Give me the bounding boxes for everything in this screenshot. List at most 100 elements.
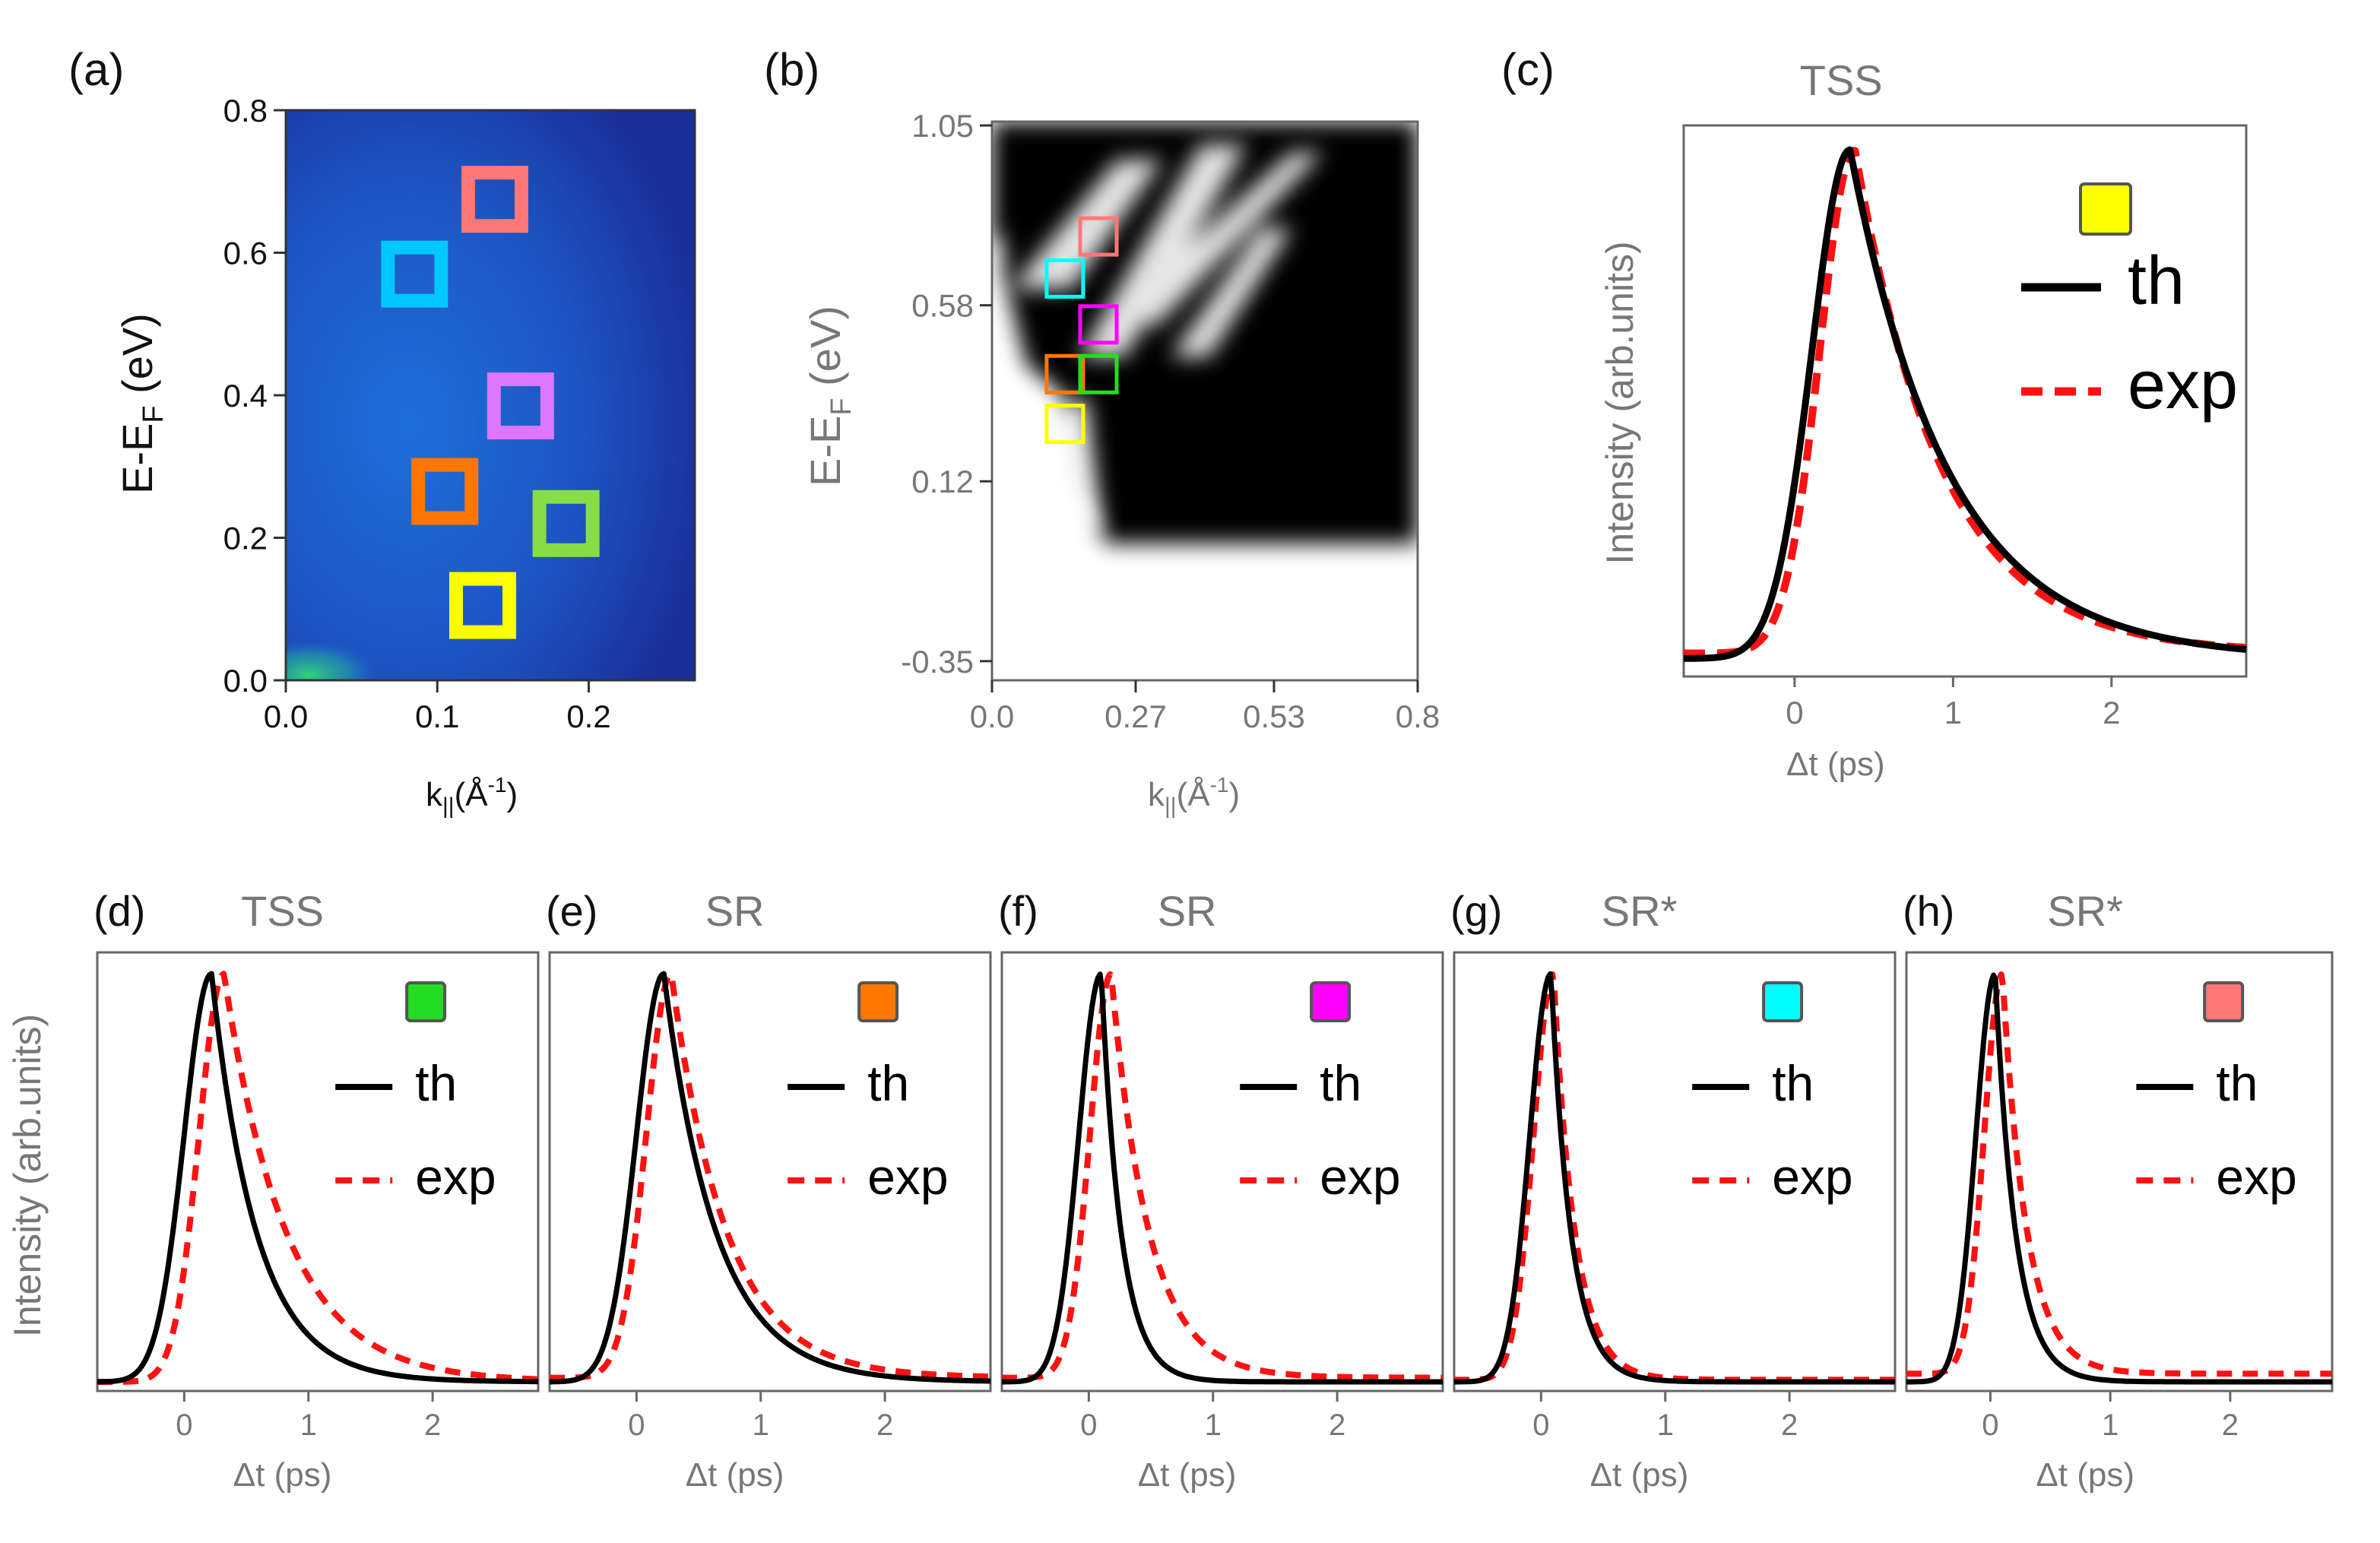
panel-title-c: TSS <box>1800 56 1883 104</box>
legend-exp-label: exp <box>2128 347 2238 423</box>
panel-title-h: SR* <box>2047 887 2123 935</box>
legend-exp-label: exp <box>415 1149 496 1205</box>
marker-cyan <box>1044 258 1085 299</box>
panel-label-d: (d) <box>93 887 145 935</box>
legend-exp-label: exp <box>1320 1149 1400 1205</box>
panel-h: (h) SR* 0 1 2 Δt (ps) th exp <box>1903 887 2334 1494</box>
panel-title-e: SR <box>705 887 765 935</box>
plot-frame-d <box>96 951 540 1393</box>
panel-f: (f) SR 0 1 2 Δt (ps) th exp <box>998 887 1444 1494</box>
marker-pink <box>461 166 528 233</box>
legend-th-label: th <box>2216 1055 2258 1111</box>
xtick-label: 2 <box>1781 1408 1798 1442</box>
xlabel-f: Δt (ps) <box>1138 1456 1237 1494</box>
panel-label-a: (a) <box>68 44 124 95</box>
xlabel-e: Δt (ps) <box>686 1456 784 1494</box>
legend-exp-label: exp <box>1772 1149 1852 1205</box>
xlabel-a: k||(Å-1) <box>426 773 518 819</box>
marker-green <box>1078 353 1119 394</box>
xtick-label: 0.27 <box>1104 699 1167 734</box>
panel-title-g: SR* <box>1602 887 1678 935</box>
xtick-label: 0.2 <box>566 699 610 734</box>
xtick-label: 1 <box>2102 1408 2119 1442</box>
plot-frame-b <box>990 120 1419 682</box>
marker-teal <box>381 240 448 308</box>
series-exp-h <box>1905 971 2334 1377</box>
legend-swatch-yellow <box>2079 182 2132 236</box>
plot-frame-h <box>1905 951 2334 1393</box>
xtick-label: 1 <box>1205 1408 1222 1442</box>
series-th-c <box>1682 146 2248 662</box>
marker-yellow <box>1044 404 1085 445</box>
ytick-label: 0.58 <box>911 288 974 324</box>
ytick-label: 0.2 <box>223 521 268 556</box>
panel-label-g: (g) <box>1450 887 1502 935</box>
xtick-label: 1 <box>1657 1408 1674 1442</box>
legend-swatch-magenta <box>1310 981 1352 1022</box>
legend-th-label: th <box>2128 243 2185 319</box>
panel-label-f: (f) <box>998 887 1038 935</box>
marker-violet <box>486 372 554 440</box>
plot-frame-g <box>1453 951 1897 1393</box>
xtick-label: 0 <box>1982 1408 1998 1442</box>
xtick-label: 0.1 <box>415 699 459 734</box>
panel-title-d: TSS <box>241 887 324 935</box>
xtick-label: 2 <box>2222 1408 2239 1442</box>
xtick-label: 2 <box>2103 695 2120 730</box>
marker-magenta <box>1078 304 1119 345</box>
xtick-label: 0 <box>176 1408 192 1442</box>
ytick-label: 1.05 <box>911 108 974 144</box>
xtick-label: 2 <box>424 1408 441 1442</box>
xtick-label: 0.0 <box>970 699 1014 734</box>
ytick-label: 0.0 <box>223 663 268 699</box>
series-th-d <box>97 971 539 1385</box>
series-exp-e <box>548 971 992 1381</box>
heatmap-b <box>992 122 1418 680</box>
panel-title-f: SR <box>1158 887 1217 935</box>
xtick-label: 1 <box>753 1408 769 1442</box>
series-th-h <box>1906 972 2333 1385</box>
panel-d: (d) TSS 0 1 2 Δt (ps) Intensity (arb.units) th e… <box>6 887 540 1494</box>
series-th-f <box>1001 971 1444 1385</box>
xtick-label: 0 <box>1786 695 1803 730</box>
series-exp-f <box>1000 971 1444 1381</box>
xlabel-c: Δt (ps) <box>1786 746 1885 783</box>
series-exp-c <box>1682 147 2248 657</box>
xtick-label: 0.8 <box>1396 699 1440 734</box>
xtick-label: 0 <box>1080 1408 1097 1442</box>
xlabel-h: Δt (ps) <box>2036 1456 2134 1494</box>
panel-c: (c) TSS 0 1 2 Δt (ps) Intensity (arb.units) th e… <box>1501 44 2248 783</box>
xtick-label: 2 <box>1329 1408 1345 1442</box>
xtick-label: 1 <box>300 1408 317 1442</box>
panel-e: (e) SR 0 1 2 Δt (ps) th exp <box>546 887 992 1494</box>
xtick-label: 0 <box>1532 1408 1549 1442</box>
panel-label-h: (h) <box>1903 887 1954 935</box>
panel-label-e: (e) <box>546 887 597 935</box>
panel-label-b: (b) <box>764 44 819 95</box>
ytick-label: 0.12 <box>911 464 974 499</box>
xtick-label: 2 <box>876 1408 893 1442</box>
ytick-label: -0.35 <box>901 644 974 680</box>
xtick-label: 0 <box>628 1408 645 1442</box>
legend-exp-label: exp <box>867 1149 948 1205</box>
series-th-g <box>1453 971 1896 1385</box>
legend-swatch-orange <box>857 981 899 1022</box>
xtick-label: 0.53 <box>1243 699 1305 734</box>
legend-th-label: th <box>415 1055 457 1111</box>
xtick-label: 0.0 <box>264 699 308 734</box>
plot-frame-e <box>548 951 992 1393</box>
panel-label-c: (c) <box>1501 44 1554 95</box>
ylabel-b: E-EF (eV) <box>801 306 857 486</box>
marker-pink <box>1078 216 1119 257</box>
xlabel-b: k||(Å-1) <box>1148 773 1240 819</box>
legend-swatch-pink <box>2203 981 2245 1022</box>
legend-swatch-green <box>405 981 447 1022</box>
legend-th-label: th <box>867 1055 909 1111</box>
series-exp-d <box>96 971 540 1385</box>
marker-yellow <box>449 572 517 639</box>
ytick-label: 0.6 <box>223 236 268 271</box>
plot-frame-f <box>1000 951 1444 1393</box>
panel-b: (b) 0.0 0.27 0.53 0.8 -0.35 0.12 0.58 1.05 k||… <box>764 44 1440 819</box>
legend-exp-label: exp <box>2216 1149 2296 1205</box>
xlabel-d: Δt (ps) <box>233 1456 332 1494</box>
